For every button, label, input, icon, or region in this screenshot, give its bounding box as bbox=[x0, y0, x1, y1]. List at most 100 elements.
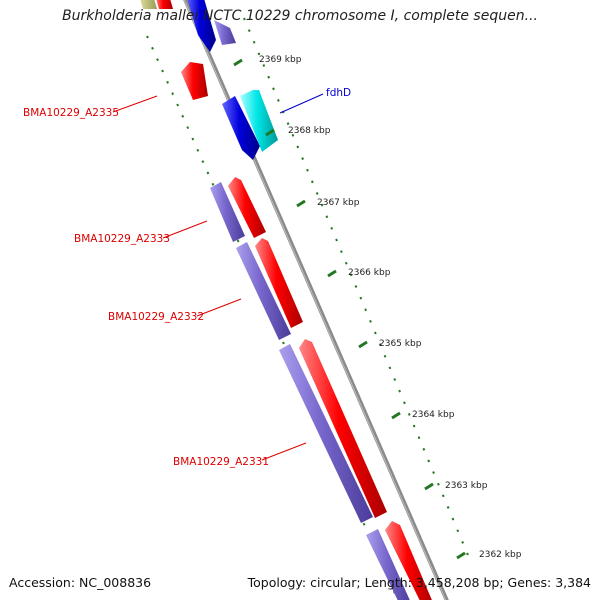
gene-fdhd bbox=[240, 90, 278, 152]
tick-dot bbox=[412, 424, 416, 428]
tick-dot bbox=[364, 308, 367, 312]
tick-label-2369: 2369 kbp bbox=[259, 55, 302, 65]
tick-dot bbox=[247, 29, 251, 33]
tick-dot bbox=[315, 192, 319, 195]
gene-partial-red-top bbox=[156, 0, 173, 9]
tick-dot bbox=[272, 87, 275, 91]
tick-label-2363: 2363 kbp bbox=[445, 481, 488, 491]
gene-fdhd-reverse bbox=[222, 96, 260, 160]
gene-bma10229-a2332 bbox=[255, 238, 303, 328]
tick-dots-outer bbox=[243, 17, 469, 556]
tick-dot bbox=[344, 261, 348, 265]
gene-label-bma10229-a2333-text[interactable]: BMA10229_A2333 bbox=[74, 233, 170, 245]
map-title: Burkholderia mallei NCTC 10229 chromosom… bbox=[62, 8, 538, 24]
tick-dot bbox=[349, 273, 353, 277]
tick-dot bbox=[262, 64, 266, 67]
gene-partial-blue-top bbox=[187, 0, 216, 52]
tick-dot bbox=[403, 401, 406, 405]
tick-dot bbox=[146, 35, 149, 39]
tick-dot bbox=[306, 168, 309, 172]
tick-2363: 2363 kbp bbox=[424, 481, 488, 491]
tick-dot bbox=[437, 482, 440, 486]
tick-dot bbox=[191, 137, 195, 141]
gene-bma10229-a2331-reverse bbox=[279, 344, 373, 523]
gene-partial-purple-top bbox=[214, 20, 236, 45]
tick-dot bbox=[267, 75, 271, 79]
gene-label-bma10229-a2332[interactable]: BMA10229_A2332 bbox=[108, 298, 242, 323]
tick-label-2362: 2362 kbp bbox=[479, 550, 522, 560]
tick-2362: 2362 kbp bbox=[456, 550, 522, 560]
tick-dot bbox=[335, 238, 338, 242]
tick-dot bbox=[243, 17, 246, 21]
tick-dot bbox=[451, 517, 455, 521]
tick-dot bbox=[286, 122, 290, 126]
tick-dot bbox=[176, 103, 180, 107]
tick-dot bbox=[369, 319, 372, 323]
gene-partial-olive bbox=[140, 0, 157, 9]
tick-dot bbox=[181, 114, 185, 118]
tick-dot bbox=[340, 250, 343, 254]
tick-dot bbox=[456, 529, 460, 533]
gene-partial-red-bottom bbox=[385, 521, 432, 600]
tick-dot bbox=[171, 92, 174, 96]
tick-dot bbox=[407, 413, 411, 416]
tick-dot bbox=[166, 80, 169, 84]
tick-dot bbox=[330, 226, 334, 230]
tick-dot bbox=[398, 389, 401, 393]
tick-dot bbox=[236, 239, 240, 243]
tick-label-2367: 2367 kbp bbox=[317, 198, 360, 208]
tick-label-2364: 2364 kbp bbox=[412, 410, 455, 420]
tick-label-2368: 2368 kbp bbox=[288, 126, 331, 136]
gene-bma10229-a2333-reverse bbox=[210, 182, 245, 242]
tick-dot bbox=[201, 160, 205, 164]
tick-dot bbox=[446, 506, 450, 509]
gene-label-bma10229-a2332-text[interactable]: BMA10229_A2332 bbox=[108, 311, 204, 323]
gene-label-bma10229-a2335[interactable]: BMA10229_A2335 bbox=[23, 95, 158, 119]
gene-label-fdhd-text[interactable]: fdhD bbox=[326, 87, 351, 99]
gene-bma10229-a2331 bbox=[299, 339, 387, 518]
tick-2367: 2367 kbp bbox=[296, 198, 360, 208]
tick-dot bbox=[354, 285, 358, 288]
tick-dot bbox=[383, 354, 387, 358]
tick-dot bbox=[186, 126, 190, 130]
tick-dot bbox=[206, 171, 210, 175]
gene-label-bma10229-a2335-text[interactable]: BMA10229_A2335 bbox=[23, 107, 119, 119]
tick-dot bbox=[291, 133, 295, 137]
tick-dot bbox=[252, 40, 256, 44]
tick-label-2366: 2366 kbp bbox=[348, 268, 391, 278]
tick-dot bbox=[441, 494, 445, 498]
tick-dot bbox=[282, 341, 285, 345]
tick-dot bbox=[359, 296, 363, 300]
gene-bma10229-a2332-reverse bbox=[236, 242, 291, 340]
tick-dot bbox=[374, 331, 377, 335]
gene-label-fdhd[interactable]: fdhD bbox=[279, 87, 351, 114]
tick-dot bbox=[422, 447, 426, 451]
tick-dot bbox=[432, 471, 435, 474]
gene-partial-purple-bottom bbox=[366, 529, 410, 600]
gene-label-bma10229-a2331[interactable]: BMA10229_A2331 bbox=[173, 442, 307, 468]
tick-dot bbox=[417, 436, 421, 440]
tick-dot bbox=[320, 203, 324, 207]
tick-2369: 2369 kbp bbox=[233, 55, 302, 67]
tick-dot bbox=[301, 157, 304, 160]
tick-dot bbox=[151, 46, 154, 50]
gene-bma10229-a2333 bbox=[228, 177, 266, 238]
gene-label-bma10229-a2331-text[interactable]: BMA10229_A2331 bbox=[173, 456, 269, 468]
tick-dot bbox=[161, 69, 164, 73]
genome-backbone-highlight bbox=[183, 0, 447, 600]
tick-2365: 2365 kbp bbox=[358, 339, 422, 349]
tick-dot bbox=[325, 215, 329, 219]
tick-dot bbox=[388, 366, 392, 370]
tick-2364: 2364 kbp bbox=[391, 410, 455, 420]
accession-text: Accession: NC_008836 bbox=[9, 575, 152, 590]
tick-dot bbox=[156, 58, 159, 62]
tick-dot bbox=[378, 343, 382, 347]
genome-summary-text: Topology: circular; Length: 3,458,208 bp… bbox=[247, 575, 591, 590]
genome-backbone bbox=[183, 0, 449, 600]
tick-dot bbox=[427, 459, 431, 463]
tick-dot bbox=[211, 182, 215, 186]
tick-dot bbox=[196, 148, 200, 152]
tick-dot bbox=[310, 180, 314, 184]
gene-label-bma10229-a2333[interactable]: BMA10229_A2333 bbox=[74, 220, 208, 245]
